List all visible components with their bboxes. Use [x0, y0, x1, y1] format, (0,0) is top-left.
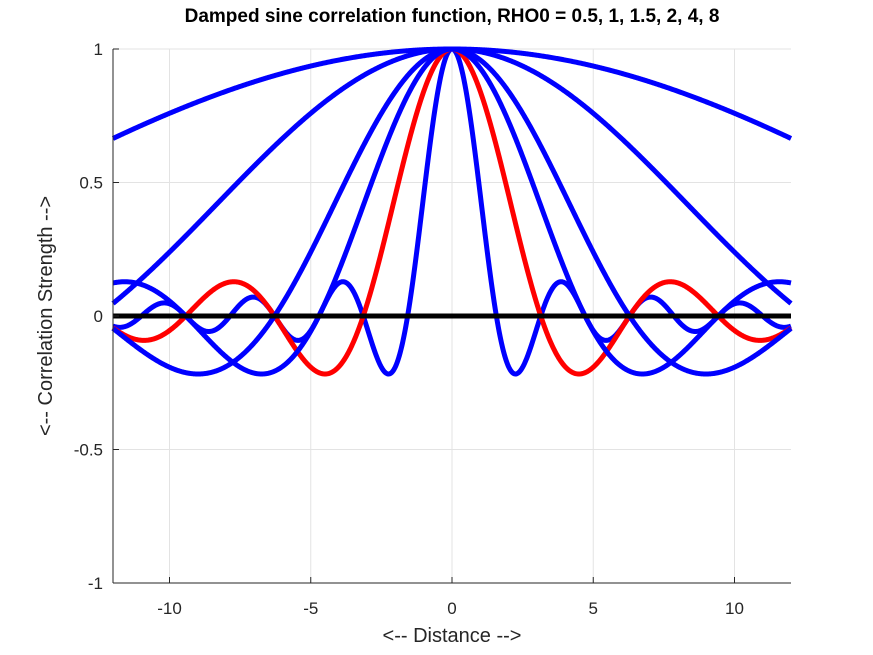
- x-axis-label: <-- Distance -->: [383, 625, 522, 647]
- y-tick-label: 0: [94, 307, 103, 326]
- x-tick-label: 5: [589, 599, 598, 618]
- y-tick-label: 0.5: [79, 174, 103, 193]
- y-tick-label: -0.5: [74, 441, 103, 460]
- series-line-rho0-8: [111, 46, 793, 141]
- tick-labels: -10 -5 0 5 10 -1 -0.5 0 0.5 1: [74, 40, 744, 618]
- chart-title: Damped sine correlation function, RHO0 =…: [185, 6, 720, 27]
- x-tick-label: 10: [725, 599, 744, 618]
- y-axis-label: <-- Correlation Strength -->: [35, 196, 57, 436]
- y-tick-label: 1: [94, 40, 103, 59]
- axes: [112, 48, 791, 584]
- x-tick-label: -5: [303, 599, 318, 618]
- x-tick-label: 0: [447, 599, 456, 618]
- series-layer: [111, 46, 793, 377]
- y-tick-label: -1: [88, 574, 103, 593]
- x-tick-label: -10: [157, 599, 182, 618]
